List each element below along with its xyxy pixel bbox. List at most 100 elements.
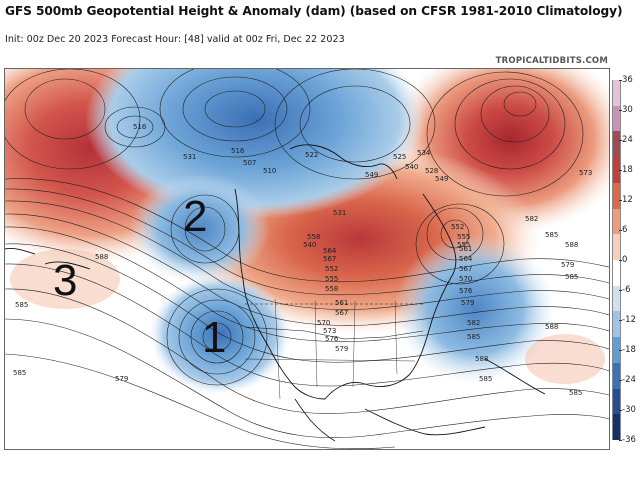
colorbar-label: 30 (622, 105, 633, 115)
contour-label: 516 (133, 123, 147, 131)
contour-label: 516 (231, 147, 245, 155)
anomaly-shading (5, 69, 609, 394)
contour-label: 510 (263, 167, 276, 175)
contour-label: 534 (417, 149, 431, 157)
colorbar-label: 18 (622, 165, 633, 175)
contour-label: 528 (425, 167, 438, 175)
colorbar-label: 12 (622, 195, 633, 205)
contour-label: 567 (335, 309, 348, 317)
contour-label: 585 (479, 375, 492, 383)
anomaly-map: 516 531 507 516 510 522 549 525 540 534 528 549 531 5… (4, 68, 610, 450)
colorbar-segment (612, 182, 621, 210)
contour-label: 579 (115, 375, 128, 383)
colorbar-segment (612, 131, 621, 158)
contour-label: 552 (325, 265, 338, 273)
colorbar-segment (612, 362, 621, 390)
contour-label: 561 (335, 299, 348, 307)
colorbar-tick (619, 350, 622, 351)
contour-label: 576 (325, 335, 339, 343)
contour-label: 567 (459, 265, 472, 273)
colorbar-tick (619, 410, 622, 411)
contour-label: 507 (243, 159, 256, 167)
colorbar-tick (619, 290, 622, 291)
colorbar-tick (619, 170, 622, 171)
contour-label: 558 (325, 285, 338, 293)
colorbar-label: -6 (622, 285, 631, 295)
chart-title: GFS 500mb Geopotential Height & Anomaly … (5, 4, 623, 18)
contour-label: 588 (545, 323, 558, 331)
colorbar-label: -18 (622, 345, 636, 355)
colorbar-label: -30 (622, 405, 636, 415)
annotation-3: 3 (53, 256, 78, 305)
contour-label: 585 (13, 369, 26, 377)
contour-label: 570 (317, 319, 330, 327)
colorbar: 36 30 24 18 12 6 0 -6 -12 -18 -24 -30 -36 (612, 70, 638, 450)
contour-label: 579 (335, 345, 348, 353)
colorbar-segment (612, 260, 621, 287)
contour-label: 540 (303, 241, 316, 249)
contour-label: 582 (467, 319, 480, 327)
colorbar-tick (619, 440, 622, 441)
contour-label: 570 (459, 275, 472, 283)
contour-label: 588 (565, 241, 578, 249)
contour-label: 561 (459, 245, 472, 253)
colorbar-label: -36 (622, 435, 636, 445)
annotation-1: 1 (202, 313, 227, 362)
contour-label: 585 (467, 333, 480, 341)
contour-label: 573 (579, 169, 592, 177)
colorbar-segment (612, 208, 621, 235)
colorbar-segment (612, 285, 621, 312)
contour-label: 576 (459, 287, 473, 295)
contour-label: 522 (305, 151, 318, 159)
contour-label: 564 (323, 247, 337, 255)
contour-label: 549 (365, 171, 378, 179)
contour-label: 558 (307, 233, 320, 241)
contour-label: 579 (561, 261, 574, 269)
contour-label: 552 (451, 223, 464, 231)
colorbar-tick (619, 200, 622, 201)
colorbar-segment (612, 414, 621, 441)
colorbar-tick (619, 110, 622, 111)
colorbar-label: 0 (622, 255, 628, 265)
colorbar-segment (612, 388, 621, 415)
colorbar-tick (619, 140, 622, 141)
contour-label: 585 (15, 301, 28, 309)
contour-label: 555 (457, 241, 470, 249)
contour-labels: 5165315075165105225495255405345285495315… (13, 123, 592, 397)
contour-label: 573 (323, 327, 336, 335)
contour-label: 525 (393, 153, 406, 161)
contour-label: 588 (95, 253, 108, 261)
coastlines (5, 144, 546, 442)
colorbar-tick (619, 80, 622, 81)
colorbar-segment (612, 234, 621, 261)
colorbar-tick (619, 230, 622, 231)
contour-label: 549 (435, 175, 448, 183)
contour-label: 564 (459, 255, 473, 263)
contour-label: 585 (565, 273, 578, 281)
colorbar-label: 24 (622, 135, 633, 145)
colorbar-tick (619, 380, 622, 381)
contour-label: 531 (333, 209, 346, 217)
colorbar-label: -12 (622, 315, 636, 325)
contour-label: 540 (405, 163, 418, 171)
colorbar-tick (619, 320, 622, 321)
colorbar-tick (619, 260, 622, 261)
contour-label: 531 (183, 153, 196, 161)
contour-label: 582 (525, 215, 538, 223)
contour-label: 555 (457, 233, 470, 241)
colorbar-segment (612, 105, 621, 132)
colorbar-label: 36 (622, 75, 633, 85)
colorbar-segment (612, 311, 621, 338)
source-credit: TROPICALTIDBITS.COM (495, 56, 608, 66)
contour-label: 567 (323, 255, 336, 263)
colorbar-label: 6 (622, 225, 628, 235)
contour-label: 585 (569, 389, 582, 397)
contour-label: 555 (325, 275, 338, 283)
colorbar-segment (612, 80, 621, 107)
annotation-2: 2 (183, 192, 208, 241)
colorbar-label: -24 (622, 375, 636, 385)
chart-subtitle: Init: 00z Dec 20 2023 Forecast Hour: [48… (5, 34, 345, 45)
contour-label: 588 (475, 355, 488, 363)
contour-label: 579 (461, 299, 474, 307)
contour-label: 585 (545, 231, 558, 239)
